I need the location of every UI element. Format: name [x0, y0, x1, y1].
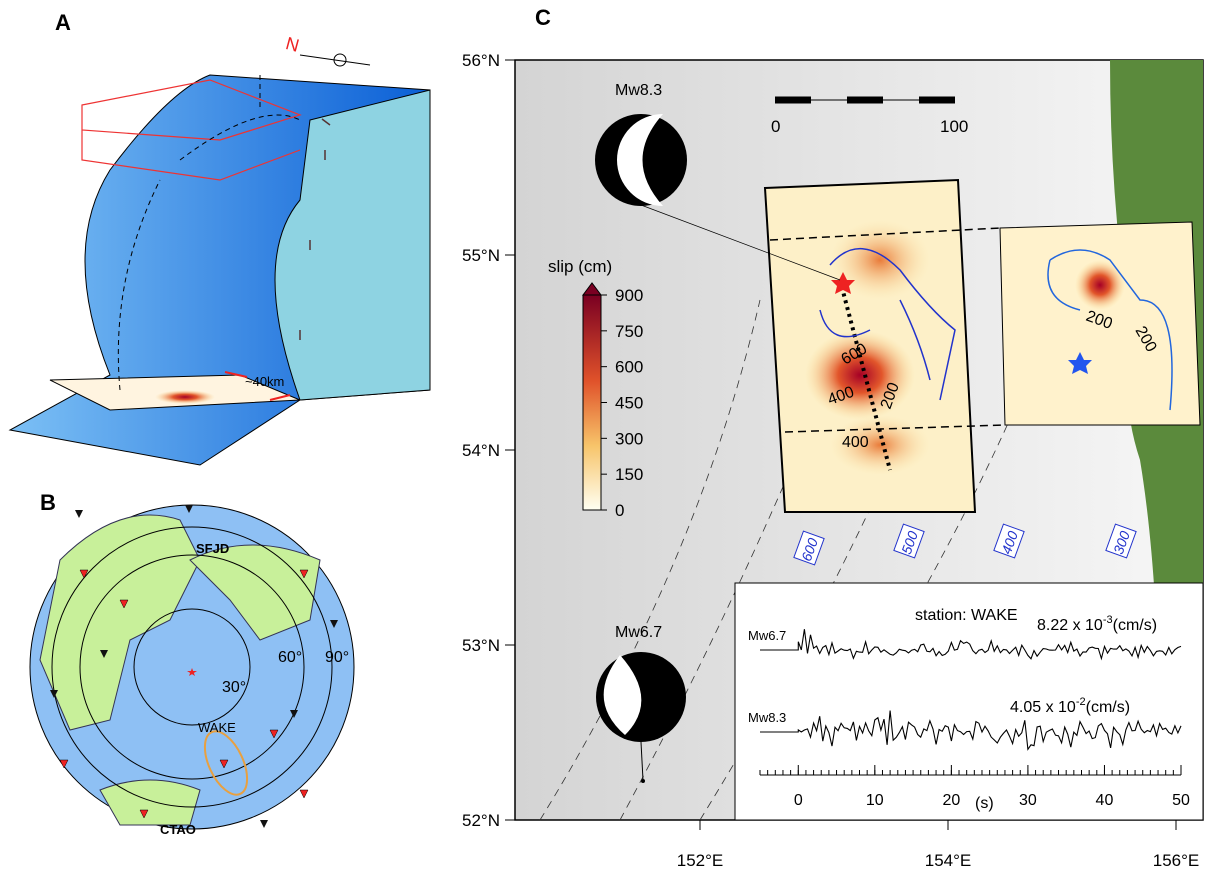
aftershock-label: Mw6.7 [615, 624, 662, 641]
lon-label: 154°E [925, 851, 972, 870]
contour-label: 400 [842, 434, 869, 451]
time-tick-label: 50 [1172, 792, 1190, 809]
colorbar-tick-label: 450 [615, 394, 643, 413]
lat-label: 56°N [462, 51, 500, 70]
scale-label: 100 [940, 117, 968, 136]
station-map [30, 505, 354, 829]
time-tick-label: 40 [1096, 792, 1114, 809]
colorbar-tick-label: 300 [615, 429, 643, 448]
lat-label: 52°N [462, 811, 500, 830]
trace-exponent: -3 [1103, 614, 1113, 626]
panel-label: B [40, 490, 56, 515]
trace-amplitude: 8.22 x 10-3(cm/s) [1037, 614, 1157, 634]
trace-amplitude: 4.05 x 10-2(cm/s) [1010, 696, 1130, 716]
station-label: CTAO [160, 822, 196, 837]
colorbar-tick-label: 150 [615, 465, 643, 484]
lon-label: 152°E [677, 851, 724, 870]
ring-label: 30° [222, 679, 246, 696]
time-tick-label: 30 [1019, 792, 1037, 809]
ring-label: 60° [278, 649, 302, 666]
slab-diagram [10, 54, 430, 465]
time-unit: (s) [975, 795, 994, 812]
mainshock-label: Mw8.3 [615, 82, 662, 99]
ring-label: 90° [325, 649, 349, 666]
colorbar-tick-label: 900 [615, 286, 643, 305]
time-tick-label: 10 [866, 792, 884, 809]
width-label: ~40km [245, 374, 284, 389]
lat-label: 55°N [462, 246, 500, 265]
trace-amplitude: 8.22 x 10 [1037, 617, 1103, 634]
colorbar-tick-label: 750 [615, 322, 643, 341]
panel-label: C [535, 5, 551, 30]
scale-label: 0 [771, 117, 780, 136]
lat-label: 54°N [462, 441, 500, 460]
north-arrow: N [284, 33, 302, 56]
trace-amplitude: 4.05 x 10 [1010, 699, 1076, 716]
station-label: SFJD [196, 541, 229, 556]
trace-unit: (cm/s) [1113, 617, 1157, 634]
trace-name: Mw6.7 [748, 628, 786, 643]
panel-label: A [55, 10, 71, 35]
figure: A N ~40km B SFJD WAKE CTAO 30° 60° 90° C [0, 0, 1215, 871]
station-label: WAKE [198, 720, 236, 735]
colorbar-title: slip (cm) [548, 257, 612, 276]
time-tick-label: 20 [942, 792, 960, 809]
colorbar-tick-label: 600 [615, 358, 643, 377]
colorbar-tick-label: 0 [615, 501, 624, 520]
trace-exponent: -2 [1076, 696, 1086, 708]
station-label: station: WAKE [915, 607, 1018, 624]
trace-unit: (cm/s) [1086, 699, 1130, 716]
lat-label: 53°N [462, 636, 500, 655]
trace-name: Mw8.3 [748, 710, 786, 725]
time-tick-label: 0 [794, 792, 803, 809]
lon-label: 156°E [1153, 851, 1200, 870]
